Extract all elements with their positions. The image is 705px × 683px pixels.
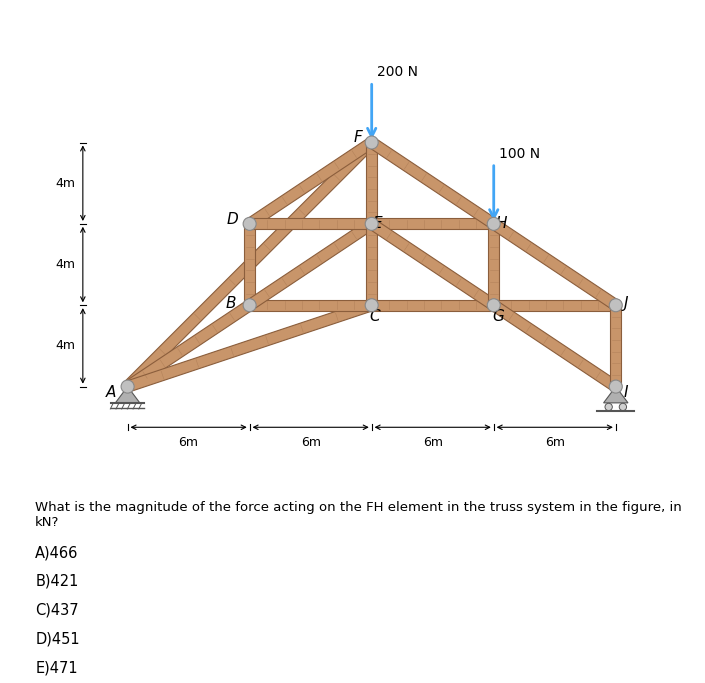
Text: J: J <box>624 296 628 311</box>
Text: 100 N: 100 N <box>499 147 540 161</box>
Circle shape <box>605 403 613 410</box>
Circle shape <box>365 217 378 230</box>
Circle shape <box>121 380 134 393</box>
Polygon shape <box>491 301 619 391</box>
Polygon shape <box>250 300 372 311</box>
Polygon shape <box>366 224 377 305</box>
Circle shape <box>365 136 378 149</box>
Text: 6m: 6m <box>423 436 443 449</box>
Text: G: G <box>492 309 504 324</box>
Circle shape <box>243 298 256 311</box>
Circle shape <box>619 403 627 410</box>
Circle shape <box>609 298 623 311</box>
Text: E)471: E)471 <box>35 660 78 675</box>
Text: 4m: 4m <box>56 339 75 352</box>
Polygon shape <box>488 224 499 305</box>
Text: F: F <box>354 130 363 145</box>
Polygon shape <box>125 301 252 391</box>
Polygon shape <box>603 387 628 403</box>
Text: 6m: 6m <box>545 436 565 449</box>
Circle shape <box>243 217 256 230</box>
Polygon shape <box>611 305 621 387</box>
Text: B: B <box>226 296 237 311</box>
Text: B)421: B)421 <box>35 574 79 589</box>
Polygon shape <box>366 143 377 224</box>
Text: H: H <box>495 217 507 232</box>
Text: C: C <box>369 309 380 324</box>
Text: 4m: 4m <box>56 177 75 190</box>
Text: A: A <box>106 385 116 400</box>
Polygon shape <box>247 138 375 229</box>
Polygon shape <box>372 219 494 229</box>
Polygon shape <box>493 300 615 311</box>
Polygon shape <box>369 219 497 310</box>
Polygon shape <box>372 300 494 311</box>
Text: 6m: 6m <box>300 436 321 449</box>
Circle shape <box>487 217 501 230</box>
Polygon shape <box>369 138 497 229</box>
Circle shape <box>609 380 623 393</box>
Polygon shape <box>247 219 375 310</box>
Text: C)437: C)437 <box>35 602 79 617</box>
Text: D)451: D)451 <box>35 631 80 646</box>
Polygon shape <box>244 224 255 305</box>
Text: 4m: 4m <box>56 258 75 271</box>
Polygon shape <box>123 139 376 391</box>
Circle shape <box>365 298 378 311</box>
Text: I: I <box>624 385 628 400</box>
Circle shape <box>487 298 501 311</box>
Polygon shape <box>116 387 140 403</box>
Text: What is the magnitude of the force acting on the FH element in the truss system : What is the magnitude of the force actin… <box>35 501 682 529</box>
Text: D: D <box>226 212 238 227</box>
Polygon shape <box>491 219 619 310</box>
Text: E: E <box>373 217 383 232</box>
Text: 200 N: 200 N <box>376 66 418 79</box>
Text: 6m: 6m <box>178 436 199 449</box>
Text: A)466: A)466 <box>35 545 79 560</box>
Polygon shape <box>250 219 372 229</box>
Polygon shape <box>125 300 374 392</box>
